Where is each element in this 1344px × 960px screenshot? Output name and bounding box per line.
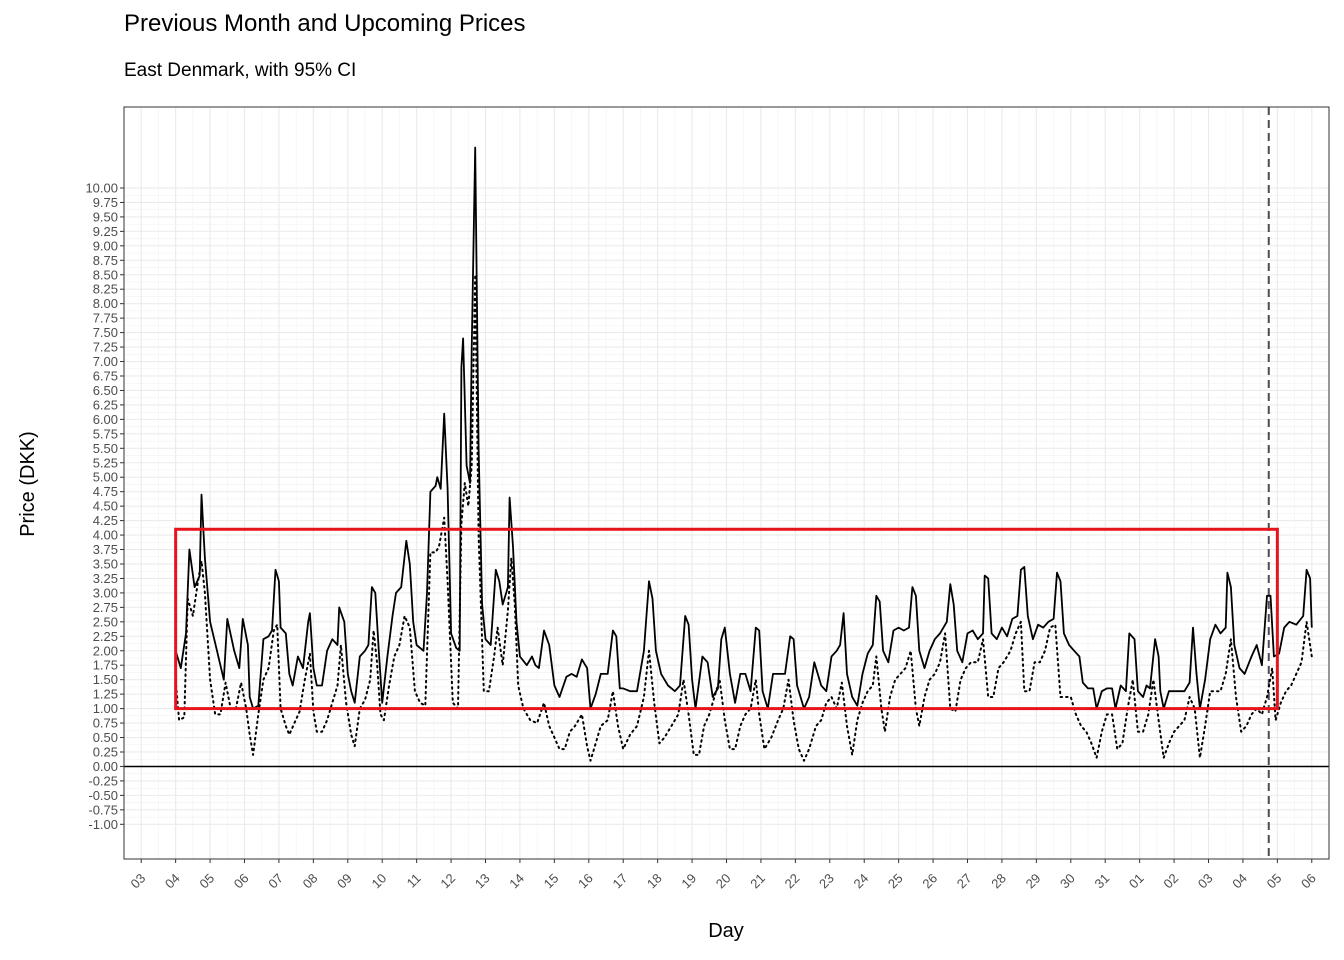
y-tick-label: 2.50 <box>93 614 118 629</box>
y-tick-label: -0.75 <box>88 802 118 817</box>
y-tick-label: 4.00 <box>93 528 118 543</box>
x-tick-label: 08 <box>300 871 321 892</box>
x-tick-label: 18 <box>644 871 665 892</box>
x-axis: 03 04 05 06 07 08 09 10 11 12 13 14 15 16 17 18 19 20 21 22… <box>127 859 1319 892</box>
y-tick-label: 2.75 <box>93 600 118 615</box>
x-tick-label: 24 <box>850 871 871 892</box>
y-tick-label: 0.75 <box>93 716 118 731</box>
reference-lines <box>124 107 1329 859</box>
x-tick-label: 19 <box>678 871 699 892</box>
y-tick-label: 4.25 <box>93 513 118 528</box>
chart-subtitle: East Denmark, with 95% CI <box>124 60 357 81</box>
y-tick-label: 5.50 <box>93 441 118 456</box>
x-tick-label: 09 <box>334 871 355 892</box>
y-tick-label: 5.75 <box>93 426 118 441</box>
x-tick-label: 03 <box>127 871 148 892</box>
y-tick-label: 1.50 <box>93 672 118 687</box>
x-axis-title: Day <box>708 920 744 942</box>
x-tick-label: 30 <box>1057 871 1078 892</box>
x-tick-label: 21 <box>747 871 768 892</box>
x-tick-label: 26 <box>919 871 940 892</box>
chart-title: Previous Month and Upcoming Prices <box>124 10 526 37</box>
x-tick-label: 23 <box>816 871 837 892</box>
x-tick-label: 02 <box>1160 871 1181 892</box>
x-tick-label: 15 <box>541 871 562 892</box>
y-tick-label: 6.25 <box>93 397 118 412</box>
y-tick-label: 4.75 <box>93 484 118 499</box>
x-tick-label: 12 <box>437 871 458 892</box>
y-tick-label: 5.25 <box>93 455 118 470</box>
y-tick-label: 3.50 <box>93 556 118 571</box>
x-tick-label: 03 <box>1195 871 1216 892</box>
y-tick-label: -0.25 <box>88 773 118 788</box>
y-tick-label: 4.50 <box>93 499 118 514</box>
y-tick-label: 8.25 <box>93 282 118 297</box>
y-tick-label: 0.25 <box>93 744 118 759</box>
y-tick-label: -1.00 <box>88 817 118 832</box>
y-tick-label: 2.25 <box>93 629 118 644</box>
y-tick-label: 8.00 <box>93 296 118 311</box>
y-axis-title: Price (DKK) <box>17 431 39 537</box>
x-tick-label: 16 <box>575 871 596 892</box>
x-tick-label: 05 <box>1264 871 1285 892</box>
y-tick-label: 7.50 <box>93 325 118 340</box>
y-tick-label: 3.00 <box>93 585 118 600</box>
x-tick-label: 25 <box>885 871 906 892</box>
y-tick-label: 3.25 <box>93 571 118 586</box>
y-tick-label: 0.00 <box>93 759 118 774</box>
y-tick-label: 9.25 <box>93 224 118 239</box>
y-tick-label: 9.00 <box>93 238 118 253</box>
y-tick-label: 5.00 <box>93 470 118 485</box>
x-tick-label: 13 <box>472 871 493 892</box>
y-tick-label: 6.00 <box>93 412 118 427</box>
y-tick-label: -0.50 <box>88 788 118 803</box>
series-lines <box>174 146 1313 762</box>
y-axis: -1.00-0.75-0.50-0.250.000.250.500.751.00… <box>85 180 124 832</box>
highlight-box <box>174 527 1279 711</box>
x-tick-label: 06 <box>1298 871 1319 892</box>
y-tick-label: 6.50 <box>93 383 118 398</box>
y-tick-label: 7.00 <box>93 354 118 369</box>
y-tick-label: 8.50 <box>93 267 118 282</box>
y-tick-label: 10.00 <box>85 180 118 195</box>
x-tick-label: 29 <box>1023 871 1044 892</box>
x-tick-label: 07 <box>265 871 286 892</box>
y-tick-label: 0.50 <box>93 730 118 745</box>
y-tick-label: 9.50 <box>93 209 118 224</box>
x-tick-label: 06 <box>231 871 252 892</box>
x-tick-label: 17 <box>609 871 630 892</box>
x-tick-label: 28 <box>988 871 1009 892</box>
x-tick-label: 04 <box>162 871 183 892</box>
y-tick-label: 7.25 <box>93 340 118 355</box>
y-tick-label: 9.75 <box>93 195 118 210</box>
highlight-box-layer <box>174 527 1279 711</box>
y-tick-label: 7.75 <box>93 311 118 326</box>
x-tick-label: 04 <box>1229 871 1250 892</box>
x-tick-label: 27 <box>954 871 975 892</box>
x-tick-label: 14 <box>506 871 527 892</box>
x-tick-label: 20 <box>713 871 734 892</box>
y-tick-label: 1.25 <box>93 687 118 702</box>
lower-ci-line <box>174 273 1313 762</box>
price-line <box>174 146 1313 710</box>
x-tick-label: 01 <box>1126 871 1147 892</box>
x-tick-label: 31 <box>1091 871 1112 892</box>
x-tick-label: 22 <box>782 871 803 892</box>
x-tick-label: 11 <box>404 871 424 891</box>
y-tick-label: 2.00 <box>93 643 118 658</box>
y-tick-label: 3.75 <box>93 542 118 557</box>
x-tick-label: 10 <box>368 871 389 892</box>
y-tick-label: 6.75 <box>93 368 118 383</box>
x-tick-label: 05 <box>196 871 217 892</box>
y-tick-label: 8.75 <box>93 253 118 268</box>
y-tick-label: 1.75 <box>93 658 118 673</box>
y-tick-label: 1.00 <box>93 701 118 716</box>
